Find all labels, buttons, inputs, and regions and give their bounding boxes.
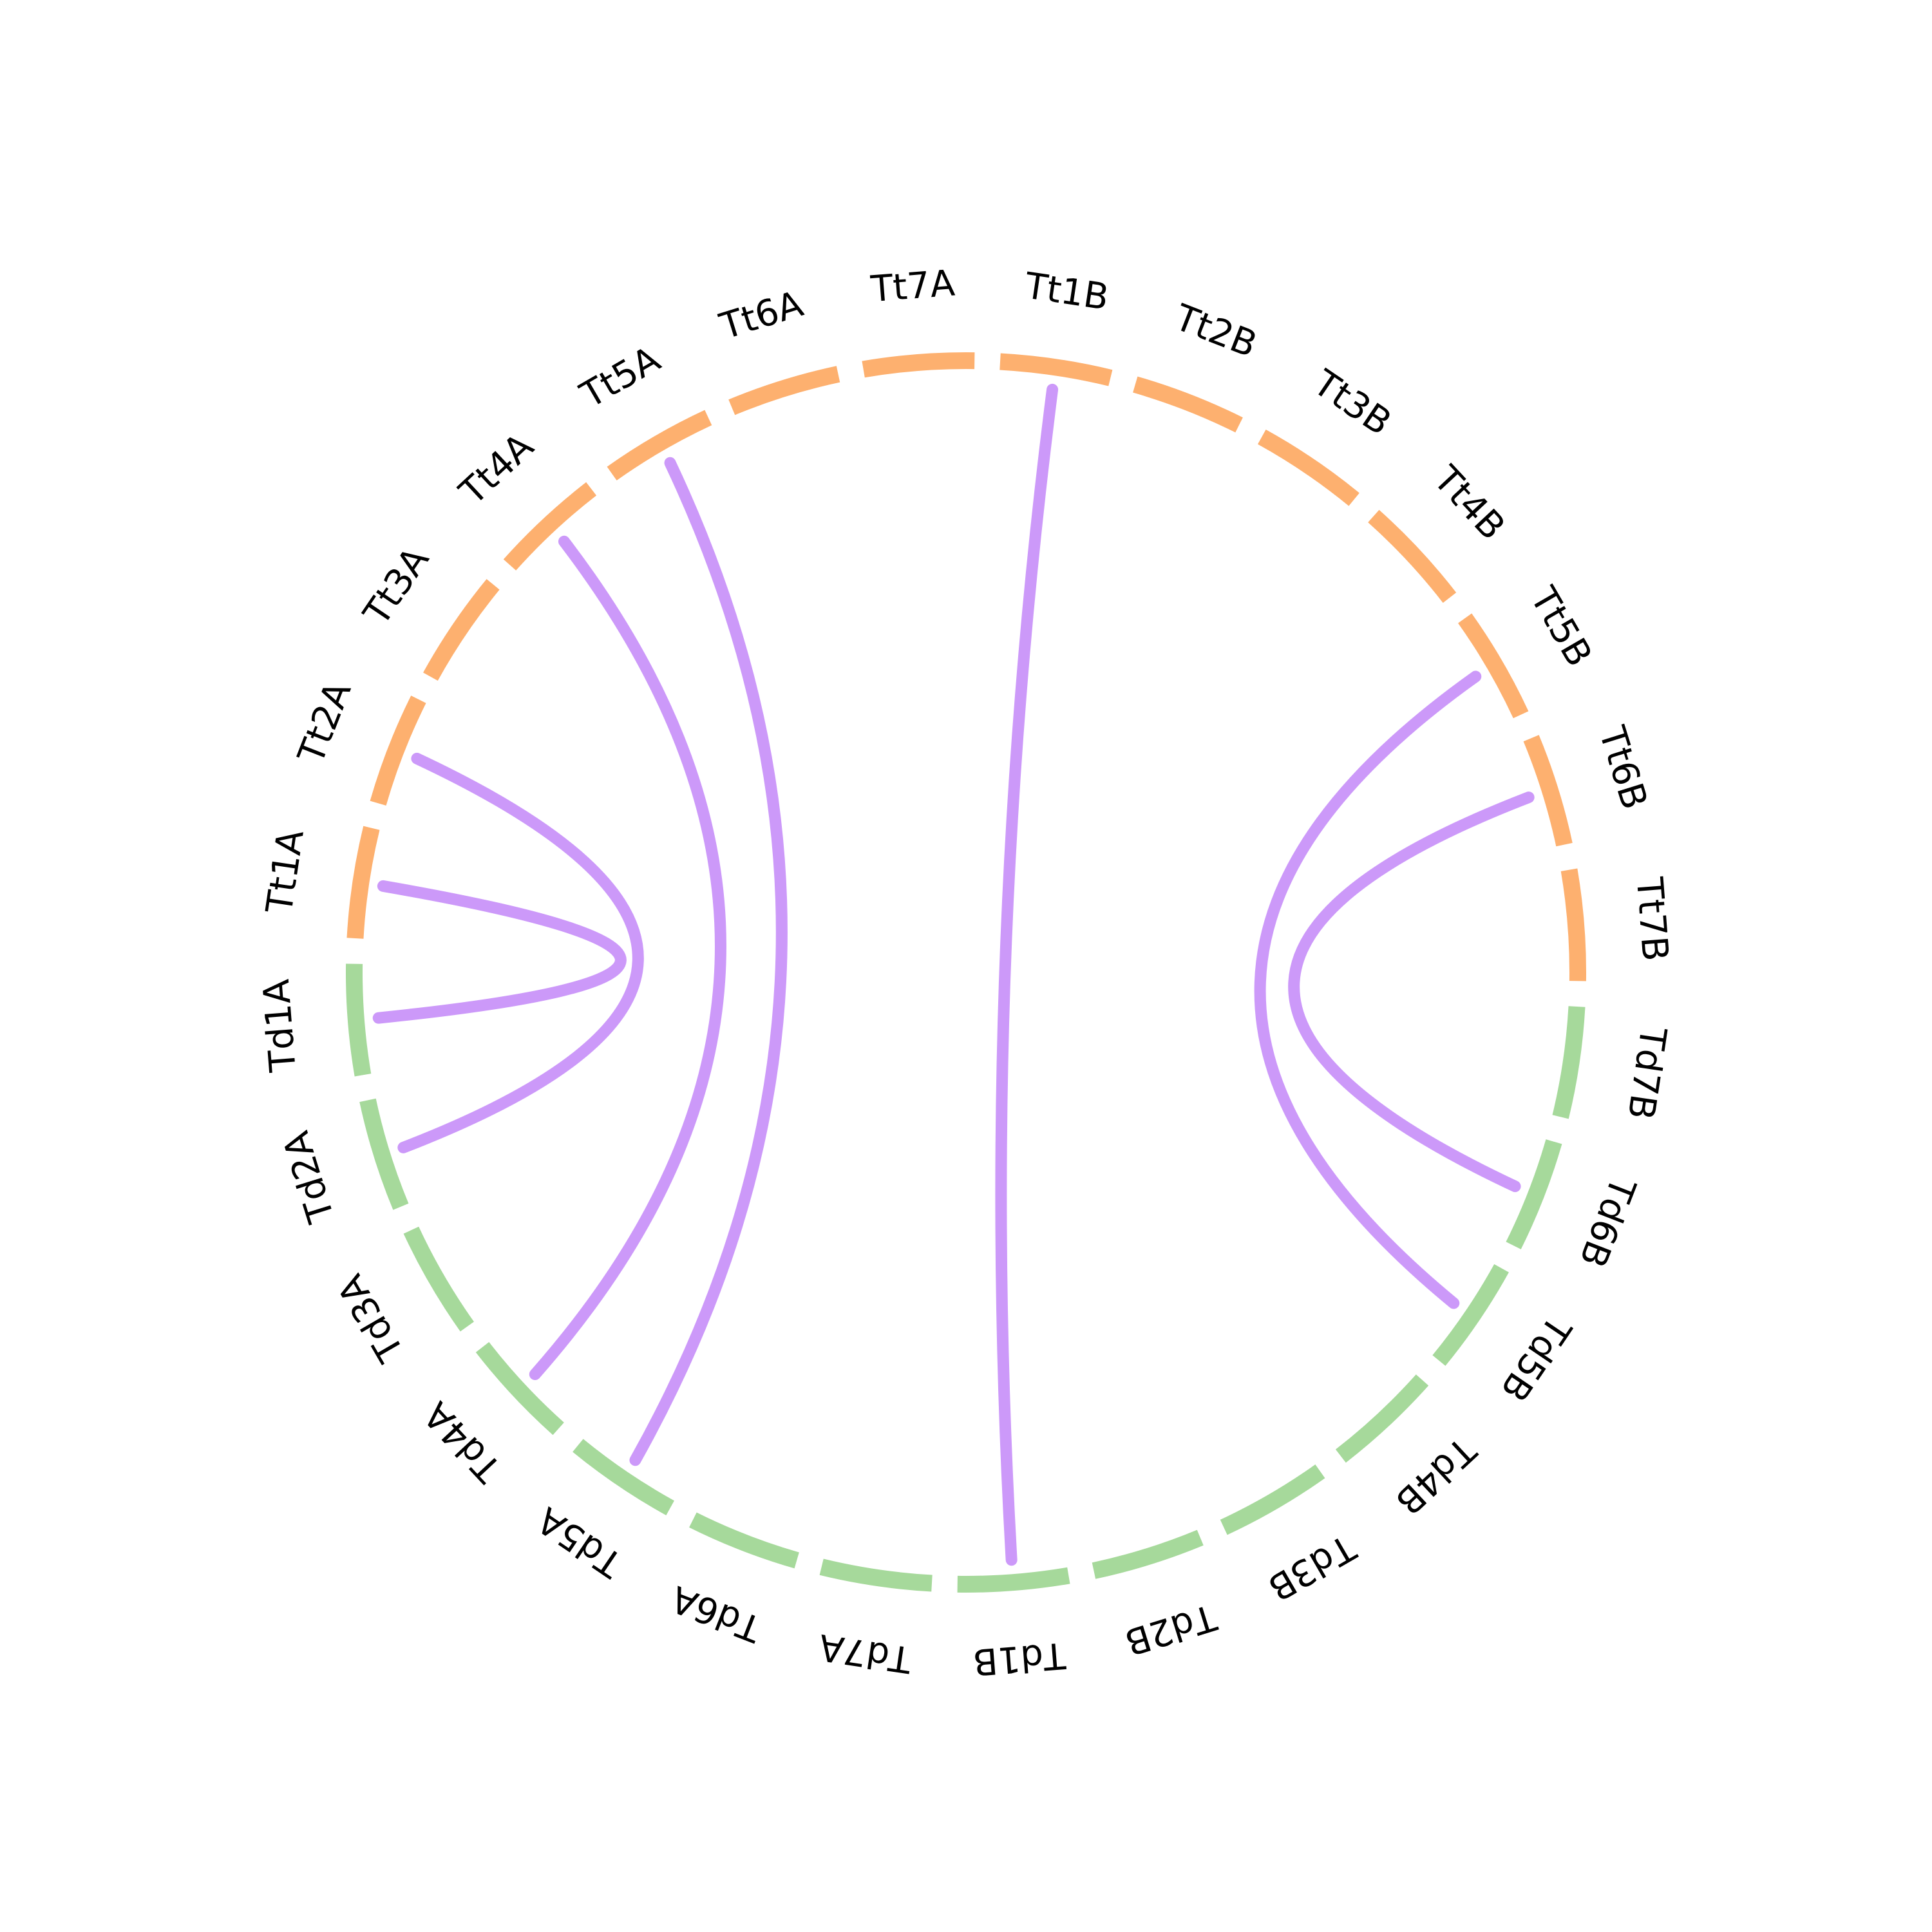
link-td1b-tt1b bbox=[995, 383, 1059, 1566]
link-td4a-tt4a bbox=[529, 535, 726, 1381]
link-td6b-tt6b bbox=[1288, 791, 1535, 1193]
segment-td5b bbox=[1432, 1264, 1509, 1366]
segment-tt1a bbox=[346, 826, 380, 939]
label-td3b: Td3B bbox=[1261, 1526, 1363, 1609]
segment-td7a bbox=[819, 1558, 933, 1592]
label-tt5a: Tt5A bbox=[573, 338, 667, 417]
label-td7a: Td7A bbox=[817, 1625, 915, 1681]
segment-tt7a bbox=[862, 352, 975, 378]
label-tt5b: Tt5B bbox=[1522, 580, 1600, 674]
segment-tt5b bbox=[1458, 613, 1529, 719]
segment-tt2a bbox=[370, 696, 426, 806]
synteny-links bbox=[372, 383, 1535, 1566]
label-tt1b: Tt1B bbox=[1021, 265, 1111, 319]
chromosome-segments bbox=[346, 352, 1586, 1593]
link-td2a-tt2a bbox=[397, 752, 644, 1153]
label-td4b: Td4B bbox=[1387, 1428, 1484, 1522]
label-tt6a: Tt6A bbox=[715, 283, 808, 348]
segment-td2b bbox=[1092, 1530, 1204, 1579]
segment-td3b bbox=[1220, 1464, 1325, 1535]
segment-td6b bbox=[1506, 1139, 1562, 1249]
label-tt7a: Tt7A bbox=[869, 262, 956, 310]
segment-td1a bbox=[346, 963, 372, 1077]
label-td3a: Td3A bbox=[330, 1267, 413, 1369]
label-td2a: Td2A bbox=[276, 1126, 343, 1227]
segment-tt3a bbox=[423, 579, 500, 681]
segment-td2a bbox=[359, 1098, 409, 1210]
label-tt6b: Tt6B bbox=[1590, 721, 1655, 815]
segment-tt6b bbox=[1523, 735, 1573, 847]
label-td7b: Td7B bbox=[1619, 1024, 1674, 1122]
label-td5b: Td5B bbox=[1492, 1308, 1579, 1408]
label-td6a: Td6A bbox=[665, 1577, 767, 1650]
label-tt7b: Tt7B bbox=[1628, 875, 1676, 963]
segment-td7b bbox=[1552, 1006, 1586, 1119]
link-td1a-tt1a bbox=[372, 880, 627, 1024]
segment-tt7b bbox=[1560, 868, 1586, 981]
label-tt1a: Tt1A bbox=[258, 827, 312, 916]
label-tt4a: Tt4A bbox=[451, 426, 542, 514]
segment-tt3b bbox=[1258, 430, 1359, 506]
segment-tt1b bbox=[999, 353, 1113, 386]
label-tt3a: Tt3A bbox=[355, 540, 437, 633]
segment-tt2b bbox=[1133, 376, 1243, 433]
segment-td6a bbox=[689, 1512, 799, 1569]
label-td5a: Td5A bbox=[530, 1499, 630, 1586]
link-td5b-tt5b bbox=[1254, 670, 1482, 1309]
label-tt2b: Tt2B bbox=[1168, 296, 1262, 366]
segment-tt6a bbox=[728, 366, 840, 415]
segment-tt5a bbox=[607, 410, 712, 480]
link-td5a-tt5a bbox=[629, 457, 788, 1466]
label-td1a: Td1A bbox=[256, 978, 305, 1074]
segment-td4b bbox=[1335, 1374, 1429, 1463]
segment-td1b bbox=[957, 1567, 1070, 1593]
label-td2b: Td2B bbox=[1120, 1595, 1222, 1663]
segment-tt4a bbox=[503, 482, 597, 571]
label-tt4b: Tt4B bbox=[1425, 458, 1513, 548]
label-td4a: Td4A bbox=[416, 1394, 510, 1490]
label-tt2a: Tt2A bbox=[290, 676, 359, 770]
segment-td3a bbox=[403, 1226, 474, 1332]
segment-td4a bbox=[475, 1341, 564, 1435]
label-td1b: Td1B bbox=[971, 1634, 1067, 1683]
label-td6b: Td6B bbox=[1571, 1171, 1643, 1273]
segment-tt4b bbox=[1368, 509, 1457, 603]
label-tt3b: Tt3B bbox=[1305, 362, 1399, 444]
segment-td5a bbox=[573, 1439, 674, 1515]
